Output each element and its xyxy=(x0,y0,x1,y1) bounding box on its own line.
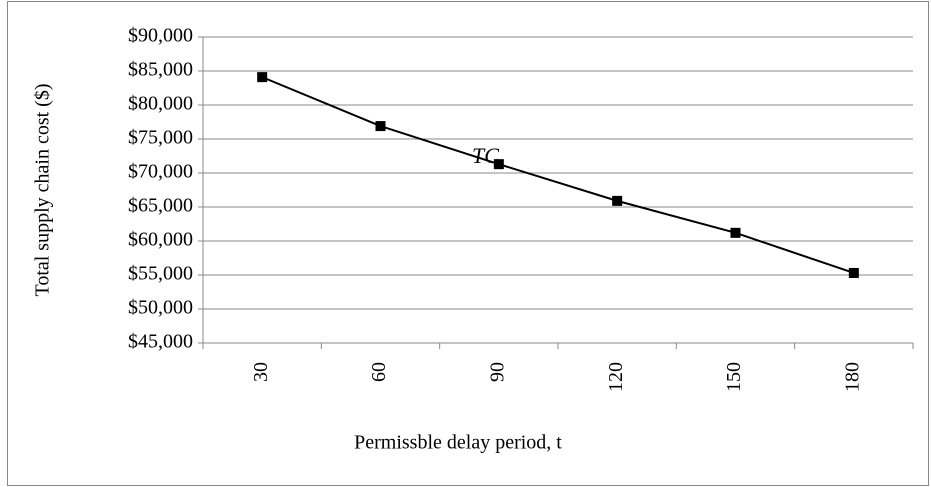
y-tick-label: $80,000 xyxy=(128,93,193,115)
point-marker xyxy=(257,72,268,83)
x-tick-label: 120 xyxy=(605,362,627,392)
point-marker xyxy=(612,195,623,206)
series-line xyxy=(261,76,855,274)
y-axis-label: Total supply chain cost ($) xyxy=(32,84,54,297)
y-tick-label: $65,000 xyxy=(128,195,193,217)
x-tick-label: 150 xyxy=(723,362,745,392)
y-tick-label: $45,000 xyxy=(128,331,193,353)
point-marker xyxy=(848,267,859,278)
point-marker xyxy=(375,121,386,132)
y-tick-label: $85,000 xyxy=(128,59,193,81)
x-tick-label: 180 xyxy=(841,362,863,392)
x-tick-label: 90 xyxy=(486,362,508,382)
y-tick-label: $75,000 xyxy=(128,127,193,149)
x-tick-label: 30 xyxy=(250,362,272,382)
point-marker xyxy=(730,227,741,238)
x-tick-label: 60 xyxy=(368,362,390,382)
point-marker xyxy=(493,159,504,170)
y-tick-label: $70,000 xyxy=(128,161,193,183)
y-tick-label: $60,000 xyxy=(128,229,193,251)
x-axis-label: Permissble delay period, t xyxy=(354,432,562,454)
y-tick-label: $55,000 xyxy=(128,263,193,285)
y-tick-label: $90,000 xyxy=(128,25,193,47)
y-tick-label: $50,000 xyxy=(128,297,193,319)
chart-border xyxy=(7,1,929,486)
